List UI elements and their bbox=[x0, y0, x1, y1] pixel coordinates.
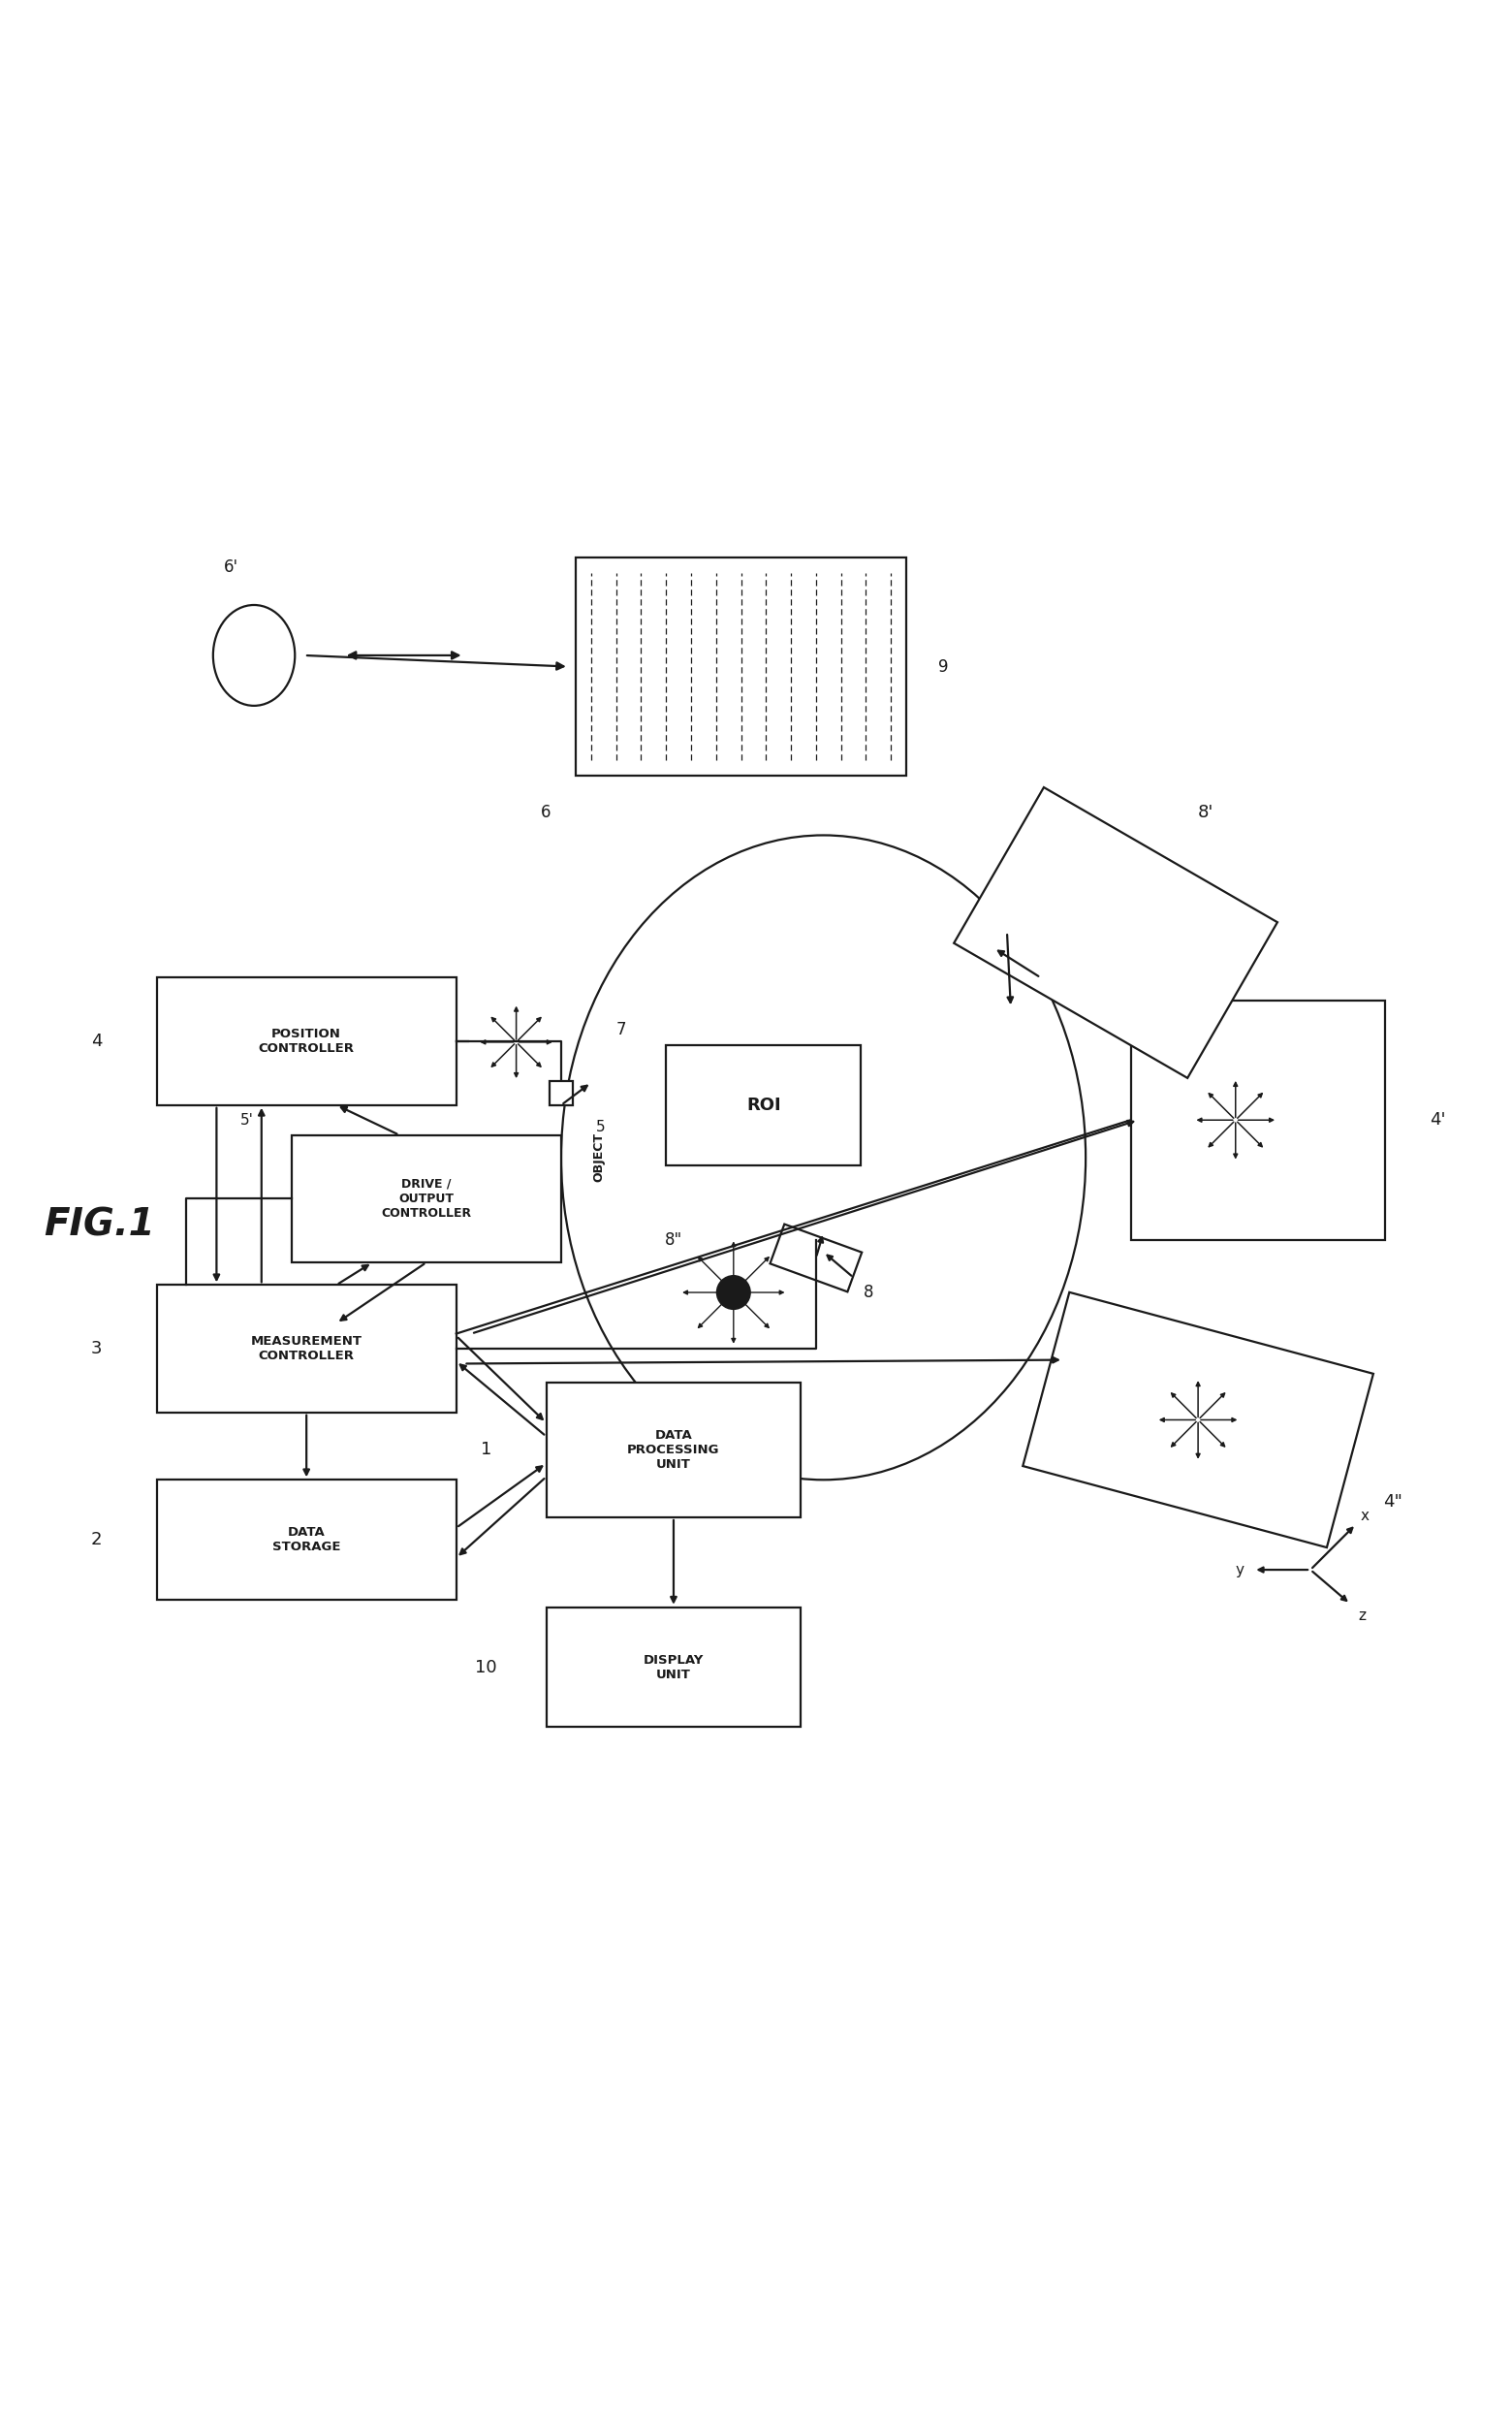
Polygon shape bbox=[954, 786, 1278, 1077]
Text: 8': 8' bbox=[1198, 803, 1214, 820]
Text: 5': 5' bbox=[240, 1113, 253, 1128]
Text: 8": 8" bbox=[665, 1232, 682, 1249]
Text: FIG.1: FIG.1 bbox=[44, 1208, 156, 1244]
Bar bbox=[1131, 999, 1385, 1239]
Text: DISPLAY
UNIT: DISPLAY UNIT bbox=[643, 1653, 703, 1682]
Text: y: y bbox=[1235, 1563, 1244, 1578]
Text: ROI: ROI bbox=[747, 1096, 780, 1113]
Text: 7: 7 bbox=[615, 1021, 626, 1038]
Bar bbox=[667, 1045, 860, 1164]
Text: 8: 8 bbox=[863, 1283, 874, 1302]
Ellipse shape bbox=[213, 605, 295, 707]
Bar bbox=[576, 559, 906, 774]
Bar bbox=[157, 1285, 457, 1413]
Text: z: z bbox=[1358, 1607, 1365, 1624]
Text: DATA
STORAGE: DATA STORAGE bbox=[272, 1527, 340, 1554]
Bar bbox=[157, 1479, 457, 1600]
Text: DATA
PROCESSING
UNIT: DATA PROCESSING UNIT bbox=[627, 1428, 720, 1471]
Text: 6': 6' bbox=[224, 559, 239, 576]
Text: DRIVE /
OUTPUT
CONTROLLER: DRIVE / OUTPUT CONTROLLER bbox=[381, 1179, 472, 1220]
Text: 4: 4 bbox=[91, 1033, 103, 1050]
Text: 3: 3 bbox=[91, 1341, 103, 1358]
Text: 9: 9 bbox=[939, 658, 948, 675]
Text: POSITION
CONTROLLER: POSITION CONTROLLER bbox=[259, 1028, 354, 1055]
Text: x: x bbox=[1361, 1508, 1368, 1522]
Bar bbox=[546, 1607, 801, 1728]
Text: OBJECT: OBJECT bbox=[593, 1133, 605, 1183]
Bar bbox=[157, 978, 457, 1106]
Bar bbox=[549, 1082, 573, 1106]
Text: 2: 2 bbox=[91, 1532, 103, 1549]
Bar bbox=[546, 1382, 801, 1517]
Text: 5: 5 bbox=[596, 1120, 605, 1135]
Circle shape bbox=[717, 1275, 750, 1309]
Polygon shape bbox=[1022, 1292, 1373, 1546]
Text: 10: 10 bbox=[475, 1658, 497, 1677]
Text: MEASUREMENT
CONTROLLER: MEASUREMENT CONTROLLER bbox=[251, 1336, 363, 1362]
Text: 1: 1 bbox=[481, 1442, 491, 1459]
Bar bbox=[292, 1135, 561, 1263]
Text: 6: 6 bbox=[541, 803, 552, 820]
Text: 4": 4" bbox=[1383, 1493, 1403, 1510]
Text: 4': 4' bbox=[1430, 1111, 1445, 1128]
Polygon shape bbox=[770, 1225, 862, 1292]
